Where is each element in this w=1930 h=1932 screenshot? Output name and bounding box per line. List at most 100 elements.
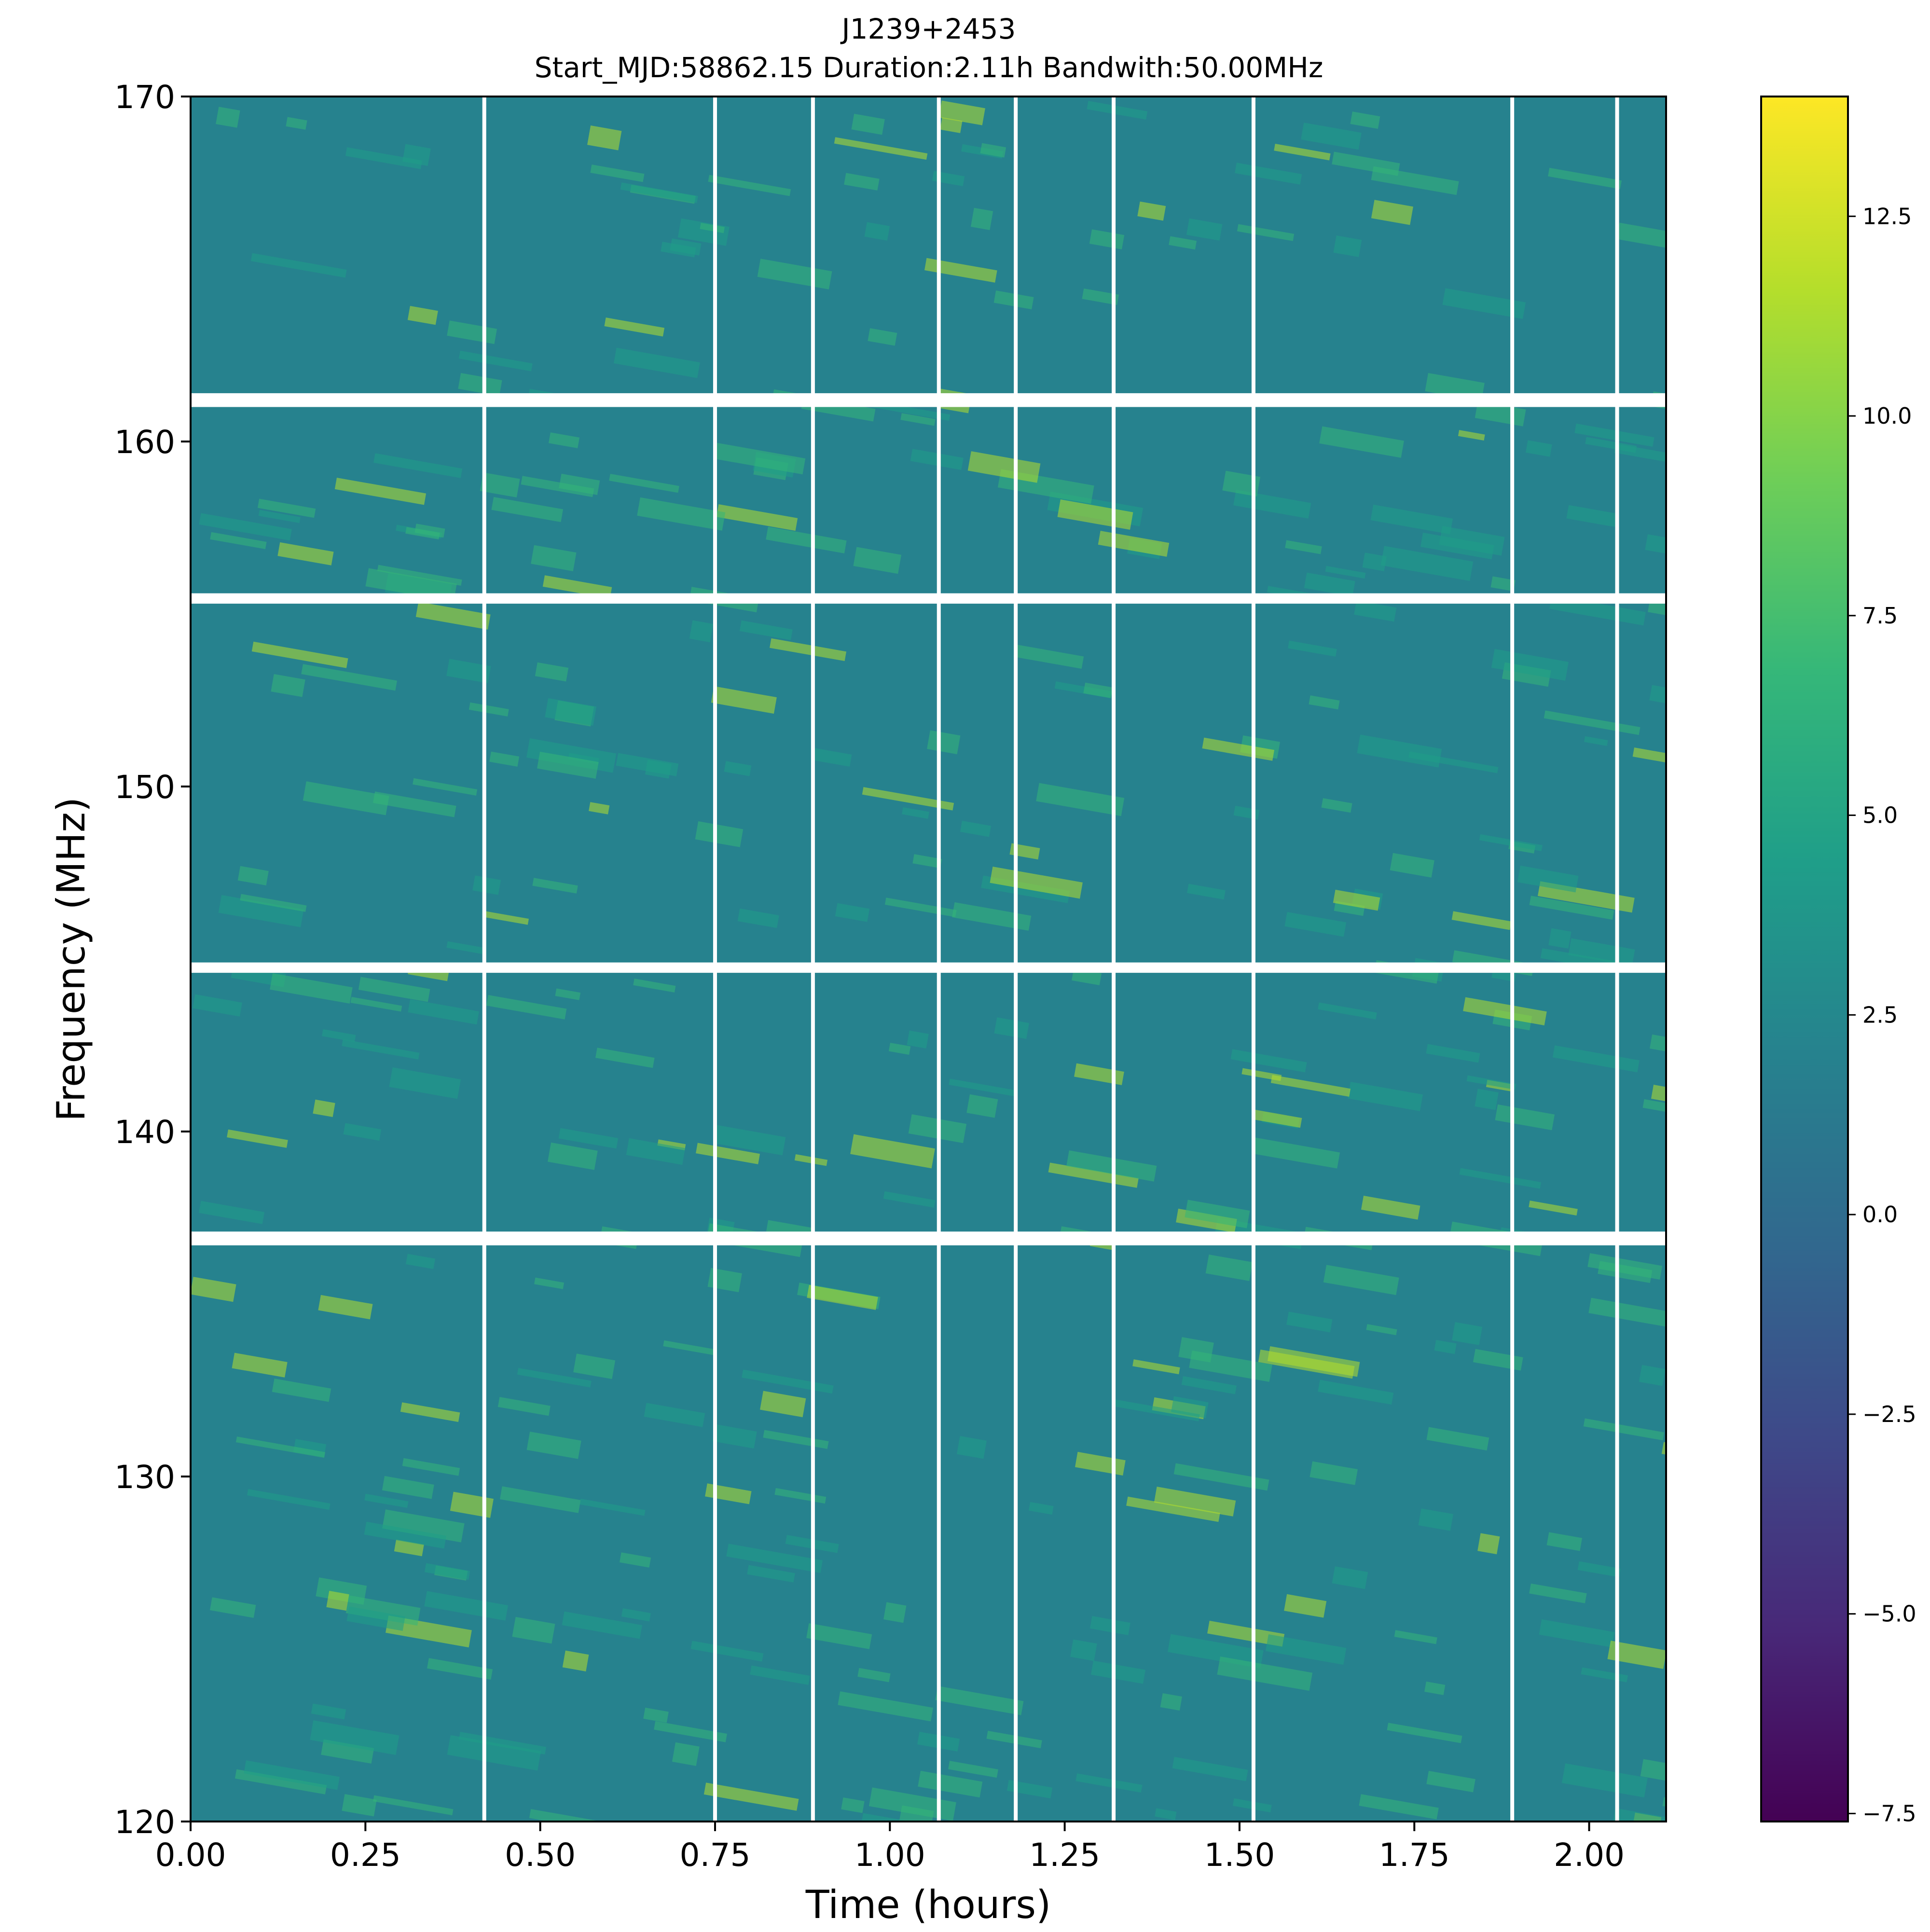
scintle (1319, 426, 1404, 458)
scintle (948, 1761, 998, 1778)
scintle (257, 498, 316, 518)
scintle (853, 547, 902, 574)
scintle (712, 1424, 757, 1449)
y-tick-label: 160 (114, 424, 175, 461)
scintle (548, 432, 580, 448)
scintle (1387, 1723, 1462, 1743)
scintle (1562, 1763, 1648, 1798)
scintle (1361, 1196, 1420, 1220)
scintle (899, 1805, 934, 1822)
scintle (1442, 288, 1526, 319)
scintle (1323, 1265, 1399, 1295)
colorbar-tick-label: −5.0 (1862, 1601, 1916, 1627)
scintle (535, 662, 569, 682)
scintle (1420, 532, 1494, 560)
scintle (1207, 1620, 1285, 1647)
scintle (643, 1708, 669, 1723)
scintle (1321, 798, 1352, 813)
scintle (838, 1691, 933, 1722)
scintle (1639, 1365, 1666, 1386)
scintle (1169, 236, 1197, 250)
scintle (1370, 504, 1453, 535)
scintle (227, 1129, 288, 1148)
scintle (1584, 736, 1608, 746)
scintle (343, 1123, 382, 1141)
scintle (469, 702, 509, 717)
scintle (1205, 1254, 1253, 1281)
scintle (1318, 1002, 1377, 1020)
scintle (531, 545, 577, 571)
heatmap-plot-area (190, 96, 1667, 1822)
scintle (1286, 1311, 1333, 1333)
chart-title: J1239+2453 (841, 13, 1016, 45)
scintle (432, 1820, 500, 1822)
scintle (484, 911, 529, 925)
scintle (952, 902, 1032, 931)
scintle (739, 620, 793, 640)
scintle (1252, 1109, 1302, 1128)
scintle (935, 1686, 1024, 1715)
scintle (633, 979, 676, 993)
scintle (301, 664, 397, 691)
scintle (1566, 505, 1619, 527)
scintle (711, 686, 777, 714)
scintle (737, 908, 779, 928)
scintle (834, 137, 928, 160)
scintle (1463, 997, 1547, 1026)
scintle (1288, 640, 1337, 657)
scintle (811, 747, 852, 767)
heatmap-background (191, 97, 1666, 1822)
scintle (350, 997, 402, 1012)
scintle (760, 1391, 806, 1418)
scintle (966, 1094, 998, 1118)
scintle (373, 1795, 454, 1816)
scintle (237, 866, 269, 885)
scintle (1167, 1634, 1264, 1669)
scintle (405, 527, 440, 540)
scintle (1048, 1162, 1139, 1188)
colorbar-tick-label: 2.5 (1862, 1002, 1898, 1028)
scintle (1495, 1104, 1555, 1131)
y-tick-label: 140 (114, 1114, 175, 1151)
scintle (326, 1590, 349, 1611)
scintle (994, 1017, 1029, 1039)
scintle (1173, 1463, 1269, 1491)
scintle (990, 866, 1083, 899)
scintle (883, 1191, 936, 1208)
scintle (446, 941, 485, 954)
scintle (407, 305, 438, 325)
scintle (1160, 1693, 1182, 1711)
scintle (271, 674, 305, 697)
scintle (489, 751, 520, 767)
scintle (1394, 1630, 1437, 1644)
scintle (1357, 734, 1442, 768)
scintle (1529, 1201, 1578, 1216)
scintle (486, 995, 567, 1020)
scintle (1354, 600, 1397, 622)
scintle (1546, 1532, 1583, 1551)
scintle (240, 894, 307, 912)
scintle (1202, 737, 1275, 761)
scintle (382, 1509, 465, 1543)
scintle (459, 1732, 547, 1755)
scintle (406, 1254, 435, 1270)
scintle (1230, 1049, 1307, 1073)
scintle (1539, 1619, 1615, 1648)
scintle (607, 1821, 663, 1822)
scintle (382, 1476, 434, 1499)
scintle (191, 1277, 236, 1302)
scintle (216, 107, 240, 128)
scintle (548, 1142, 598, 1170)
scintle (1325, 566, 1366, 579)
colorbar-tick-label: 0.0 (1862, 1201, 1898, 1228)
scintle (970, 207, 993, 230)
scintle (542, 575, 612, 599)
colorbar-tick-label: −7.5 (1862, 1800, 1916, 1826)
scintle (491, 497, 564, 523)
scintle (1274, 143, 1331, 161)
colorbar-tick-label: −2.5 (1862, 1401, 1916, 1427)
scintle (918, 1770, 983, 1798)
scintle (573, 1353, 616, 1379)
scintle (868, 328, 897, 346)
